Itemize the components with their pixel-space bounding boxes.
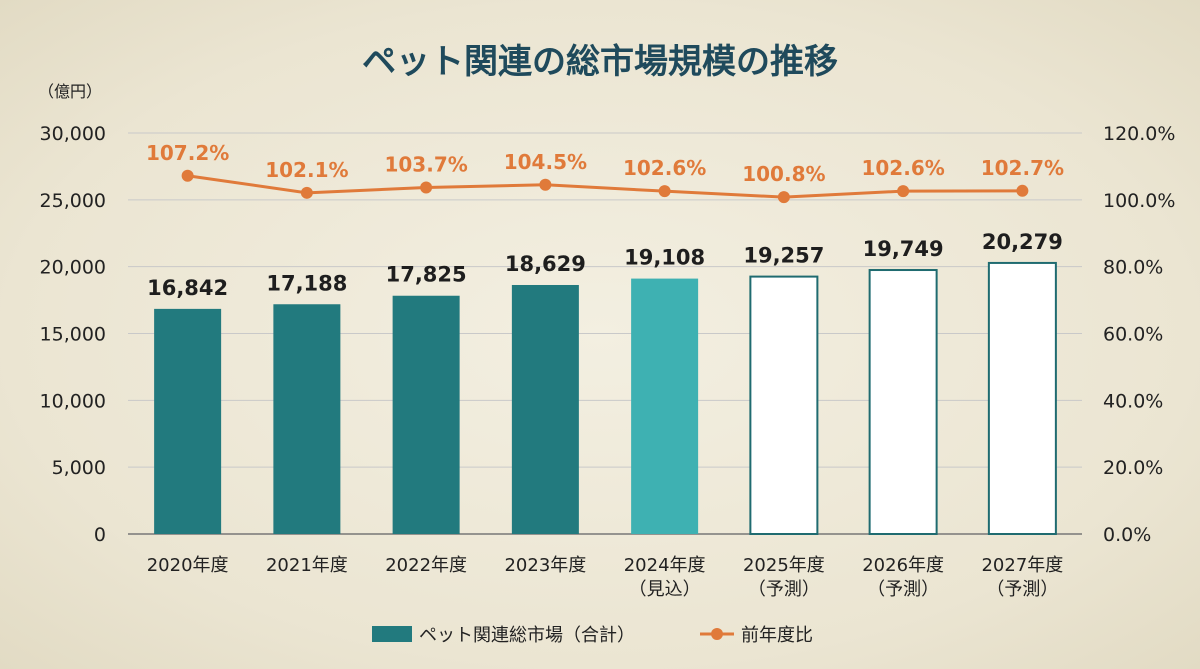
bar	[273, 304, 341, 534]
line-value-label: 103.7%	[384, 152, 467, 176]
x-tick-label: （予測）	[986, 579, 1058, 600]
line-value-label: 102.6%	[861, 156, 944, 180]
bar-value-label: 17,188	[266, 271, 347, 295]
y2-tick-label: 0.0%	[1103, 524, 1151, 546]
y-axis-unit-label: （億円）	[38, 82, 102, 101]
line-value-label: 102.1%	[265, 158, 348, 182]
legend-line-marker	[711, 628, 723, 640]
chart-title: ペット関連の総市場規模の推移	[362, 42, 838, 82]
line-point	[420, 181, 433, 194]
bar-value-label: 19,257	[743, 244, 824, 268]
x-tick-label: （予測）	[867, 579, 939, 600]
x-tick-label: （見込）	[629, 579, 701, 600]
bar	[154, 308, 222, 534]
y-tick-label: 15,000	[40, 324, 106, 346]
line-point	[658, 185, 671, 198]
y-tick-label: 25,000	[40, 190, 106, 212]
y-tick-label: 5,000	[52, 457, 106, 479]
y2-tick-label: 20.0%	[1103, 457, 1163, 479]
x-tick-label: 2027年度	[981, 555, 1063, 576]
y2-tick-label: 80.0%	[1103, 257, 1163, 279]
y-tick-label: 0	[94, 524, 106, 546]
axis-layer: 0 5,000 10,000 15,000 20,000 25,000 30,000 0.0%…	[40, 123, 1176, 600]
legend: ペット関連総市場（合計） 前年度比	[372, 625, 813, 646]
y2-tick-label: 60.0%	[1103, 324, 1163, 346]
legend-bar-swatch	[372, 626, 412, 642]
bar	[749, 275, 819, 535]
y-tick-label: 10,000	[40, 390, 106, 412]
line-value-label: 100.8%	[742, 162, 825, 186]
bar-value-label: 19,749	[863, 237, 944, 261]
line-value-label: 102.7%	[981, 156, 1064, 180]
bar	[631, 278, 699, 534]
x-tick-label: 2021年度	[266, 555, 348, 576]
y2-tick-label: 120.0%	[1103, 123, 1175, 145]
y2-tick-label: 40.0%	[1103, 390, 1163, 412]
label-layer: 16,842 17,188 17,825 18,629 19,108 19,257 19,7…	[146, 141, 1064, 300]
x-tick-label: （予測）	[748, 579, 820, 600]
bar-value-label: 20,279	[982, 230, 1063, 254]
line-point	[1016, 184, 1029, 197]
x-tick-label: 2026年度	[862, 555, 944, 576]
y2-tick-label: 100.0%	[1103, 190, 1175, 212]
line-point	[539, 178, 552, 191]
x-tick-label: 2025年度	[743, 555, 825, 576]
y-tick-label: 20,000	[40, 257, 106, 279]
line-value-label: 102.6%	[623, 156, 706, 180]
bar-value-label: 18,629	[505, 252, 586, 276]
legend-line-label: 前年度比	[741, 625, 813, 646]
line-series-path	[187, 174, 1023, 199]
bar-value-label: 16,842	[147, 276, 228, 300]
x-tick-label: 2023年度	[504, 555, 586, 576]
x-tick-label: 2020年度	[147, 555, 229, 576]
grid-layer	[128, 132, 1082, 535]
line-point	[777, 191, 790, 204]
bar	[868, 269, 938, 535]
legend-bar-label: ペット関連総市場（合計）	[419, 625, 635, 646]
bar	[392, 295, 460, 534]
x-tick-label: 2022年度	[385, 555, 467, 576]
line-point	[300, 186, 313, 199]
bar-layer	[154, 261, 1057, 535]
line-value-label: 107.2%	[146, 141, 229, 165]
x-tick-label: 2024年度	[624, 555, 706, 576]
line-point	[897, 185, 910, 198]
bar	[987, 261, 1057, 535]
bar-value-label: 19,108	[624, 246, 705, 270]
bar-value-label: 17,825	[386, 263, 467, 287]
line-value-label: 104.5%	[504, 150, 587, 174]
y-tick-label: 30,000	[40, 123, 106, 145]
bar	[511, 284, 579, 534]
line-layer	[181, 169, 1029, 204]
line-point	[181, 169, 194, 182]
